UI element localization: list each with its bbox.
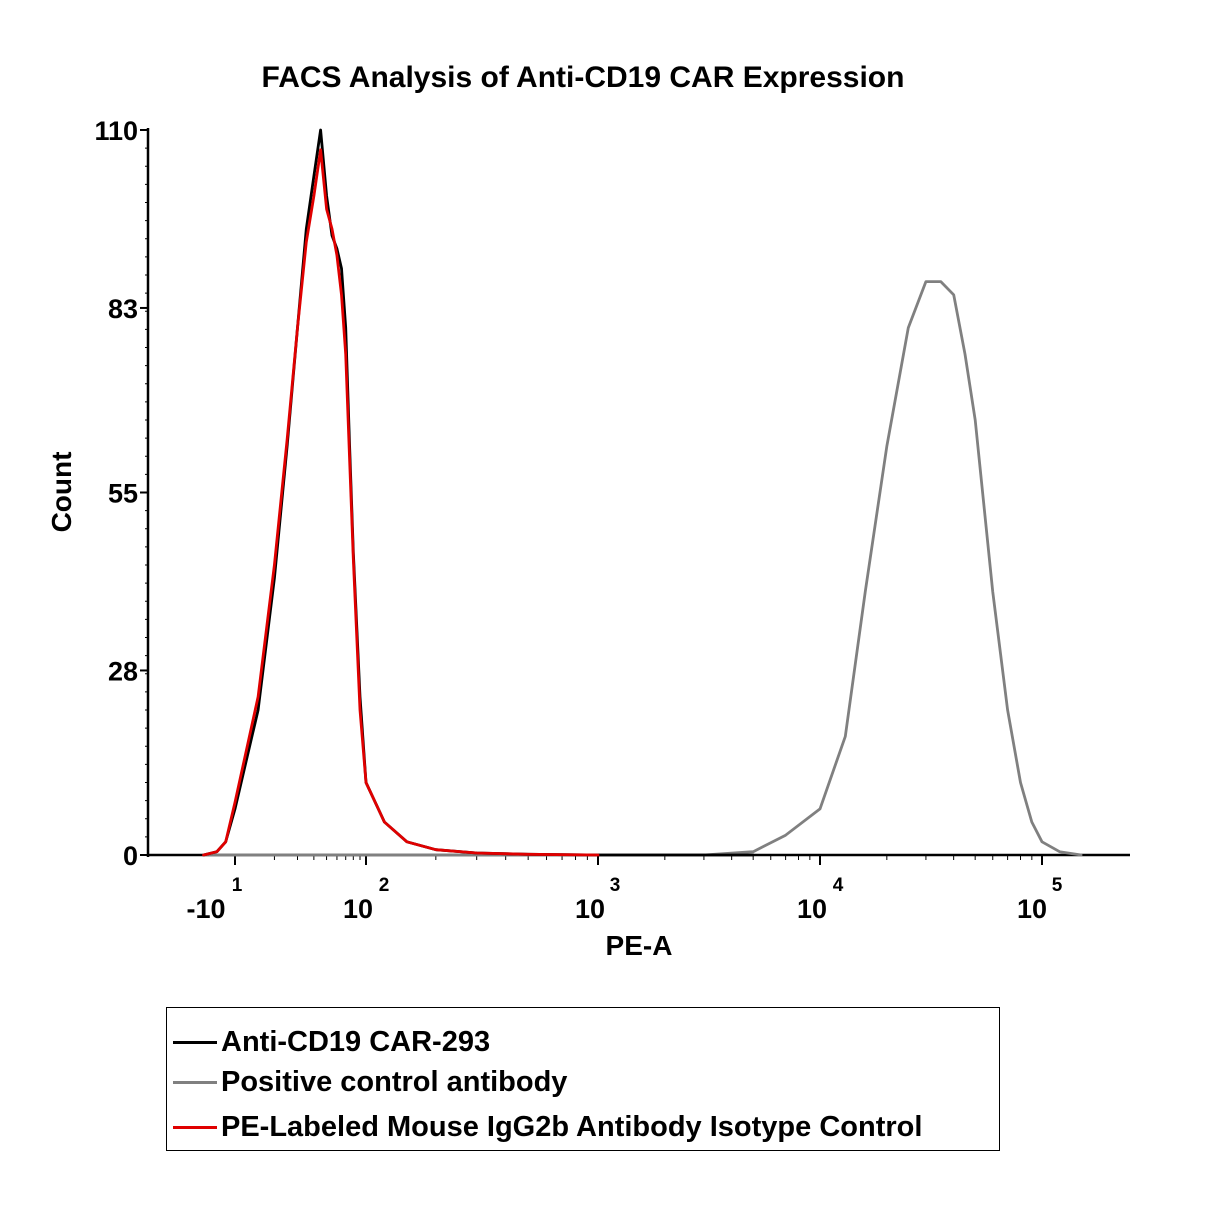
y-tick-label: 0 (123, 841, 138, 871)
y-tick-label: 28 (108, 656, 138, 686)
x-tick-exponent: 3 (610, 875, 621, 896)
legend-label: PE-Labeled Mouse IgG2b Antibody Isotype … (221, 1110, 923, 1143)
x-tick-label: 10 (575, 894, 605, 924)
series-positive-control-line (202, 280, 1083, 857)
legend-item-positive-control: Positive control antibody (173, 1062, 567, 1102)
x-tick-exponent: 4 (833, 875, 844, 896)
series-anti-cd19-car-293-line (202, 128, 755, 857)
plot-area (202, 128, 1083, 857)
y-tick-label: 55 (108, 479, 138, 509)
x-tick-label: 10 (797, 894, 827, 924)
x-tick-label: 10 (1017, 894, 1047, 924)
y-ticks: 0 28 55 83 110 (94, 116, 148, 871)
x-tick-label: -10 (186, 894, 225, 924)
legend-label: Anti-CD19 CAR-293 (221, 1025, 491, 1058)
y-tick-label: 110 (94, 116, 138, 146)
x-tick-exponent: 1 (232, 875, 243, 896)
legend-swatch-red (173, 1125, 217, 1129)
y-tick-label: 83 (108, 294, 138, 324)
legend-label: Positive control antibody (221, 1065, 568, 1098)
legend-swatch-black (173, 1040, 217, 1044)
chart-title: FACS Analysis of Anti-CD19 CAR Expressio… (262, 61, 905, 94)
legend-item-anti-cd19-car-293: Anti-CD19 CAR-293 (173, 1022, 490, 1062)
x-tick-exponent: 2 (379, 875, 390, 896)
y-axis-label: Count (46, 452, 77, 533)
legend: Anti-CD19 CAR-293 Positive control antib… (166, 1007, 1000, 1151)
legend-item-isotype-control: PE-Labeled Mouse IgG2b Antibody Isotype … (173, 1107, 922, 1147)
x-tick-label: 10 (343, 894, 373, 924)
x-tick-exponent: 5 (1052, 875, 1063, 896)
series-isotype-control-line (202, 148, 600, 857)
x-axis-label: PE-A (606, 930, 673, 961)
legend-swatch-gray (173, 1080, 217, 1084)
